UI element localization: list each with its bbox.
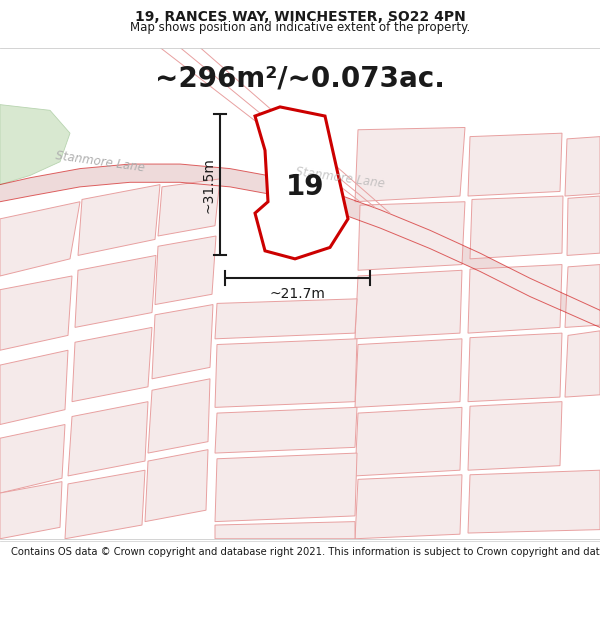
Polygon shape	[155, 236, 216, 304]
Polygon shape	[468, 402, 562, 470]
Polygon shape	[0, 202, 80, 276]
Polygon shape	[355, 339, 462, 408]
Polygon shape	[0, 164, 600, 328]
Polygon shape	[565, 264, 600, 328]
Polygon shape	[65, 470, 145, 539]
Text: ~31.5m: ~31.5m	[201, 157, 215, 212]
Polygon shape	[468, 470, 600, 533]
Polygon shape	[158, 179, 220, 236]
Polygon shape	[215, 522, 355, 539]
Text: 19: 19	[286, 173, 324, 201]
Polygon shape	[0, 482, 62, 539]
Polygon shape	[565, 137, 600, 196]
Polygon shape	[75, 256, 156, 328]
Polygon shape	[355, 408, 462, 476]
Polygon shape	[215, 299, 357, 339]
Polygon shape	[215, 408, 357, 453]
Text: Contains OS data © Crown copyright and database right 2021. This information is : Contains OS data © Crown copyright and d…	[11, 548, 600, 558]
Text: Stanmore Lane: Stanmore Lane	[55, 149, 146, 174]
Polygon shape	[355, 475, 462, 539]
Polygon shape	[0, 350, 68, 424]
Polygon shape	[468, 333, 562, 402]
Text: Stanmore Lane: Stanmore Lane	[295, 165, 386, 191]
Text: 19, RANCES WAY, WINCHESTER, SO22 4PN: 19, RANCES WAY, WINCHESTER, SO22 4PN	[134, 11, 466, 24]
Polygon shape	[0, 424, 65, 493]
Polygon shape	[0, 276, 72, 350]
Text: ~21.7m: ~21.7m	[269, 288, 325, 301]
Polygon shape	[468, 264, 562, 333]
Polygon shape	[567, 196, 600, 256]
Polygon shape	[148, 379, 210, 453]
Polygon shape	[565, 331, 600, 397]
Polygon shape	[78, 184, 160, 256]
Polygon shape	[68, 402, 148, 476]
Polygon shape	[145, 449, 208, 522]
Polygon shape	[355, 127, 465, 202]
Text: ~296m²/~0.073ac.: ~296m²/~0.073ac.	[155, 64, 445, 92]
Polygon shape	[358, 202, 465, 270]
Polygon shape	[215, 339, 357, 408]
Polygon shape	[215, 453, 357, 522]
Polygon shape	[152, 304, 213, 379]
Polygon shape	[470, 196, 563, 259]
Polygon shape	[0, 104, 70, 184]
Polygon shape	[255, 107, 348, 259]
Polygon shape	[468, 133, 562, 196]
Text: Map shows position and indicative extent of the property.: Map shows position and indicative extent…	[130, 21, 470, 34]
Polygon shape	[72, 328, 152, 402]
Polygon shape	[355, 270, 462, 339]
